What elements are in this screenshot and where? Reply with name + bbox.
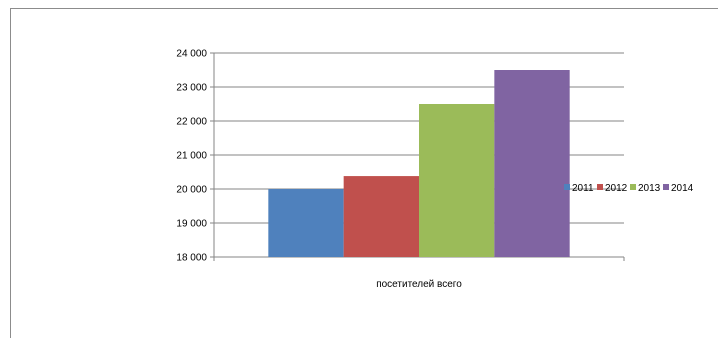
x-category-label: посетителей всего [376, 279, 462, 290]
legend-swatch-2014 [663, 184, 669, 190]
y-tick-label: 23 000 [176, 83, 207, 94]
legend-swatch-2013 [630, 184, 636, 190]
legend-label-2011: 2011 [572, 183, 594, 194]
y-tick-label: 19 000 [176, 219, 207, 230]
y-tick-label: 24 000 [176, 49, 207, 60]
y-tick-labels: 18 000 19 000 20 000 21 000 22 000 23 000 24 0… [176, 49, 207, 264]
y-tick-label: 18 000 [176, 253, 207, 264]
legend-label-2012: 2012 [605, 183, 628, 194]
legend-label-2013: 2013 [638, 183, 661, 194]
legend-swatch-2012 [597, 184, 603, 190]
y-tick-label: 20 000 [176, 185, 207, 196]
bar-2013 [419, 104, 495, 257]
legend-swatch-2011 [564, 184, 570, 190]
chart-area [10, 8, 718, 338]
legend: 2011 2012 2013 2014 [564, 183, 694, 194]
x-category-labels: посетителей всего [376, 279, 462, 290]
bar-2012 [343, 176, 419, 257]
legend-label-2014: 2014 [671, 183, 694, 194]
y-tick-label: 21 000 [176, 151, 207, 162]
y-tick-label: 22 000 [176, 117, 207, 128]
bar-2011 [268, 189, 344, 257]
bars [268, 70, 570, 257]
bar-2014 [494, 70, 570, 257]
